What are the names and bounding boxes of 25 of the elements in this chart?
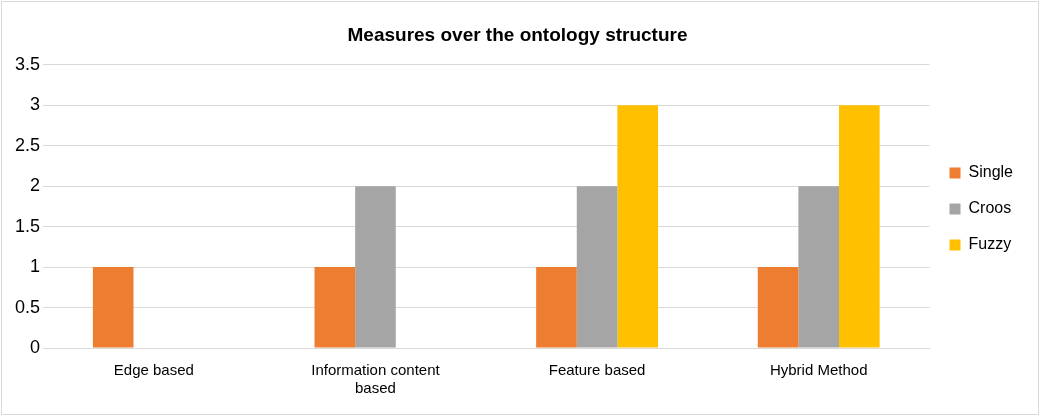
x-tick-label: Edge based xyxy=(113,361,194,379)
y-tick-label: 0.5 xyxy=(14,296,41,317)
bar xyxy=(617,105,659,348)
bar xyxy=(92,267,134,348)
bar xyxy=(355,186,396,348)
bar xyxy=(314,267,356,348)
y-tick-label: 1.5 xyxy=(14,215,41,236)
bar xyxy=(798,186,840,348)
chart-title: Measures over the ontology structure xyxy=(347,23,688,45)
y-tick-label: 0 xyxy=(30,336,41,357)
x-tick-label: Hybrid Method xyxy=(769,361,868,379)
y-tick-label: 1 xyxy=(30,256,41,277)
y-tick-label: 3.5 xyxy=(14,53,41,74)
x-tick-label: Feature based xyxy=(548,361,646,379)
y-tick-label: 3 xyxy=(30,94,41,115)
legend-label: Croos xyxy=(968,199,1012,217)
x-tick-label: Information content based xyxy=(311,361,441,397)
y-tick-label: 2 xyxy=(30,175,41,196)
bar xyxy=(536,267,577,348)
y-tick-label: 2.5 xyxy=(14,134,41,155)
bar xyxy=(839,105,880,348)
legend-label: Fuzzy xyxy=(968,235,1012,253)
bar xyxy=(757,267,799,348)
legend-label: Single xyxy=(968,163,1014,181)
bar xyxy=(576,186,618,348)
